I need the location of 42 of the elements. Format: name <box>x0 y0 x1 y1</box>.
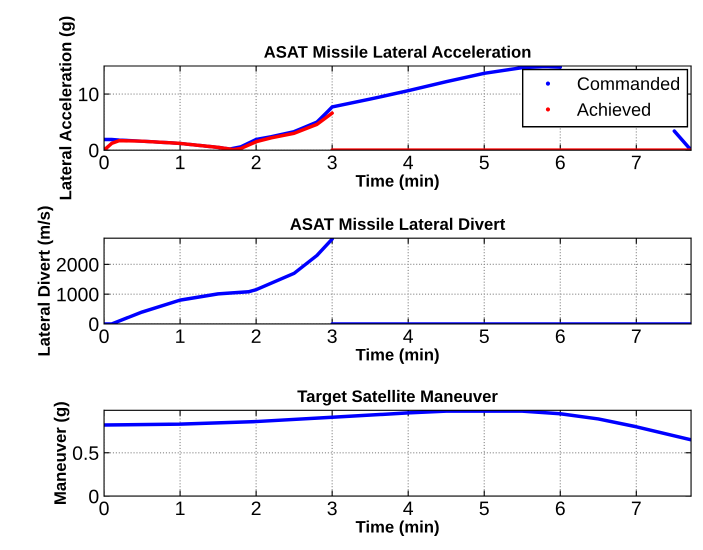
x-tick-label: 7 <box>632 502 641 516</box>
x-tick-label: 7 <box>632 156 641 170</box>
x-tick-label: 1 <box>176 330 185 343</box>
x-axis-title: Time (min) <box>356 348 439 364</box>
x-tick-label: 6 <box>556 156 565 170</box>
chart-title: ASAT Missile Lateral Divert <box>290 218 506 230</box>
x-axis-title: Time (min) <box>356 520 439 536</box>
y-tick-label: 2000 <box>56 258 98 272</box>
x-tick-label: 1 <box>176 156 185 170</box>
x-tick-label: 6 <box>556 329 565 344</box>
x-tick-label: 6 <box>556 501 565 516</box>
x-tick-label: 1 <box>176 502 185 516</box>
y-tick-label: 0 <box>89 144 98 158</box>
x-tick-label: 5 <box>480 330 489 344</box>
y-tick-label: 0.5 <box>72 446 98 460</box>
x-tick-label: 7 <box>632 330 641 343</box>
x-tick-label: 5 <box>480 156 489 170</box>
x-axis-title: Time (min) <box>356 174 439 190</box>
x-tick-label: 0 <box>99 501 109 516</box>
x-tick-label: 3 <box>327 156 337 170</box>
y-tick-label: 0 <box>89 490 98 504</box>
x-tick-label: 2 <box>252 329 261 343</box>
x-tick-label: 2 <box>252 501 261 516</box>
x-tick-label: 4 <box>403 156 414 170</box>
y-tick-label: 1000 <box>57 288 98 302</box>
legend-label: Achieved <box>576 102 650 116</box>
y-axis-title: Lateral Divert (m/s) <box>38 206 54 356</box>
x-tick-label: 0 <box>99 156 109 170</box>
x-tick-label: 3 <box>327 329 337 344</box>
x-tick-label: 4 <box>403 502 414 516</box>
x-tick-label: 5 <box>480 502 489 516</box>
x-tick-label: 3 <box>327 501 337 516</box>
legend-label: Commanded <box>578 76 680 90</box>
x-tick-label: 4 <box>403 330 414 343</box>
x-tick-label: 0 <box>99 329 109 344</box>
x-tick-label: 2 <box>252 156 261 170</box>
y-axis-title: Maneuver (g) <box>54 402 70 504</box>
chart-title: Target Satellite Maneuver <box>297 390 498 406</box>
chart-title: ASAT Missile Lateral Acceleration <box>264 46 530 58</box>
y-tick-label: 0 <box>89 317 98 332</box>
y-tick-label: 10 <box>79 88 98 102</box>
y-axis-title: Lateral Acceleration (g) <box>59 16 75 200</box>
